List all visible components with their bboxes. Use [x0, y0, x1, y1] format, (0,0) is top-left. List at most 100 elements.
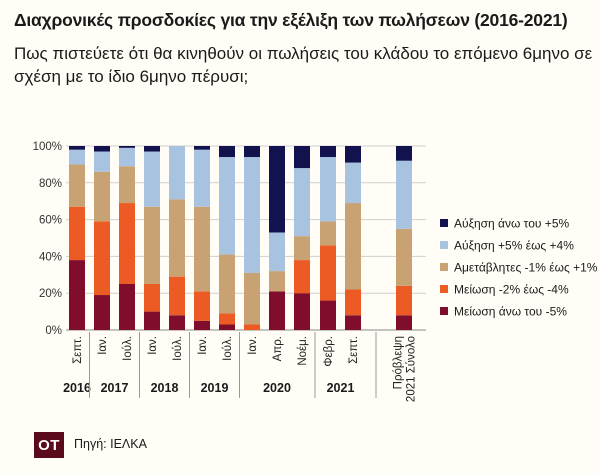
bar-segment	[194, 206, 210, 292]
x-tick-label: 2021 Σύνολο	[406, 336, 418, 402]
bar-segment	[194, 320, 210, 330]
bar-segment	[269, 291, 285, 330]
bar-segment	[294, 168, 310, 237]
x-tick-label: Σεπτ.	[72, 336, 84, 364]
bar-segment	[320, 157, 336, 222]
bar-segment	[396, 285, 412, 316]
bar-segment	[119, 147, 135, 167]
bar-segment	[169, 146, 185, 200]
bar-segment	[345, 315, 361, 330]
bar-segment	[169, 276, 185, 316]
bar-segment	[169, 315, 185, 330]
legend-label: Αμετάβλητες -1% έως +1%	[454, 261, 598, 275]
bar-segment	[94, 221, 110, 296]
legend-swatch	[440, 219, 448, 227]
bar-segment	[69, 206, 85, 261]
bar-segment	[396, 146, 412, 161]
legend-swatch	[440, 263, 448, 271]
y-tick-label: 100%	[33, 141, 62, 153]
bar-segment	[219, 254, 235, 314]
bar-segment	[396, 315, 412, 330]
x-tick-label: Πρόβλεψη	[393, 336, 405, 389]
bar-segment	[219, 146, 235, 158]
legend-swatch	[440, 307, 448, 315]
legend-label: Μείωση -2% έως -4%	[454, 283, 569, 297]
bar-segment	[320, 245, 336, 301]
bar-segment	[94, 171, 110, 222]
bar-segment	[396, 160, 412, 229]
legend-label: Αύξηση άνω του +5%	[454, 217, 569, 231]
bar-segment	[294, 293, 310, 330]
bar-segment	[119, 166, 135, 204]
ot-logo: ΟΤ	[34, 432, 64, 458]
chart-subtitle: Πως πιστεύετε ότι θα κινηθούν οι πωλήσει…	[14, 44, 593, 86]
x-tick-label: Απρ.	[272, 336, 284, 361]
year-label: 2018	[151, 381, 179, 395]
bar-segment	[244, 272, 260, 325]
y-tick-label: 80%	[39, 178, 62, 190]
bar-segment	[94, 151, 110, 172]
legend-label: Αύξηση +5% έως +4%	[454, 239, 574, 253]
bar-segment	[345, 162, 361, 204]
bar-segment	[294, 146, 310, 169]
bar-segment	[194, 146, 210, 150]
bar-segment	[144, 206, 160, 284]
year-label: 2016	[63, 381, 91, 395]
bar-segment	[244, 146, 260, 158]
bar-segment	[119, 284, 135, 330]
source-text: Πηγή: ΙΕΛΚΑ	[74, 437, 147, 451]
x-tick-label: Νοέμ.	[297, 336, 309, 366]
bar-segment	[144, 311, 160, 330]
x-tick-label: Ιαν.	[197, 336, 209, 355]
bar-segment	[244, 157, 260, 273]
legend-swatch	[440, 241, 448, 249]
year-label: 2021	[327, 381, 355, 395]
bar-segment	[269, 146, 285, 233]
x-tick-label: Ιούλ.	[222, 336, 234, 361]
bar-segment	[144, 146, 160, 152]
bar-segment	[144, 151, 160, 207]
bar-segment	[320, 146, 336, 158]
x-tick-label: Ιούλ.	[172, 336, 184, 361]
bar-segment	[345, 289, 361, 316]
x-tick-label: Ιαν.	[147, 336, 159, 355]
x-tick-label: Φεβρ.	[323, 336, 335, 367]
bar-segment	[69, 149, 85, 165]
bar-segment	[294, 260, 310, 294]
bar-segment	[219, 313, 235, 325]
x-tick-label: Σεπτ.	[348, 336, 360, 364]
bar-segment	[144, 284, 160, 312]
bar-segment	[219, 324, 235, 330]
bar-segment	[94, 146, 110, 152]
chart-title: Διαχρονικές προσδοκίες για την εξέλιξη τ…	[14, 10, 568, 30]
bar-segment	[69, 146, 85, 150]
bar-segment	[320, 300, 336, 330]
year-label: 2019	[201, 381, 229, 395]
y-tick-label: 40%	[39, 251, 62, 263]
bar-segment	[194, 291, 210, 321]
x-tick-label: Ιαν.	[247, 336, 259, 355]
x-tick-label: Ιούλ.	[122, 336, 134, 361]
bar-segment	[320, 221, 336, 246]
legend-label: Μείωση άνω του -5%	[454, 305, 567, 319]
bar-segment	[269, 232, 285, 272]
bar-segment	[169, 199, 185, 277]
bar-segment	[269, 271, 285, 292]
y-tick-label: 0%	[45, 325, 62, 337]
bar-segment	[69, 164, 85, 207]
bar-segment	[294, 236, 310, 261]
year-label: 2020	[263, 381, 291, 395]
bar-segment	[119, 146, 135, 148]
bar-segment	[219, 157, 235, 255]
bar-segment	[194, 149, 210, 207]
legend-swatch	[440, 285, 448, 293]
year-label: 2017	[101, 381, 129, 395]
bar-segment	[119, 203, 135, 284]
bar-segment	[69, 260, 85, 330]
x-tick-label: Ιαν.	[97, 336, 109, 355]
bar-segment	[345, 146, 361, 163]
y-tick-label: 60%	[39, 215, 62, 227]
y-tick-label: 20%	[39, 288, 62, 300]
bar-segment	[94, 295, 110, 330]
